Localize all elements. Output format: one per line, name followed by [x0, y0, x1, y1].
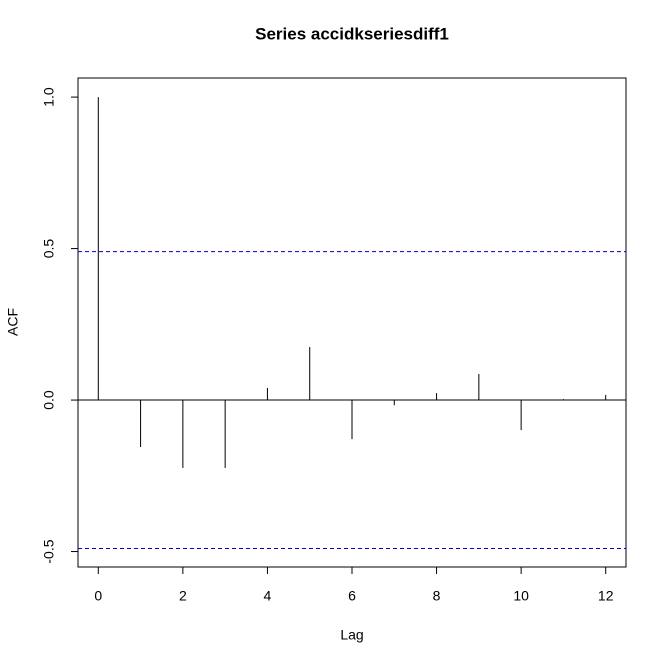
y-tick-label: 1.0	[41, 87, 57, 107]
y-tick-label: 0.5	[41, 239, 57, 259]
x-tick-label: 12	[598, 588, 614, 604]
chart-title: Series accidkseriesdiff1	[255, 24, 449, 43]
x-tick-label: 4	[264, 588, 272, 604]
x-tick-label: 0	[94, 588, 102, 604]
y-tick-label: 0.0	[41, 390, 57, 410]
x-axis-label: Lag	[340, 627, 363, 643]
x-tick-label: 2	[179, 588, 187, 604]
y-axis-label: ACF	[5, 308, 21, 336]
x-tick-label: 6	[348, 588, 356, 604]
y-tick-label: -0.5	[41, 539, 57, 563]
x-tick-label: 8	[433, 588, 441, 604]
x-tick-label: 10	[513, 588, 529, 604]
plot-frame	[77, 77, 627, 568]
